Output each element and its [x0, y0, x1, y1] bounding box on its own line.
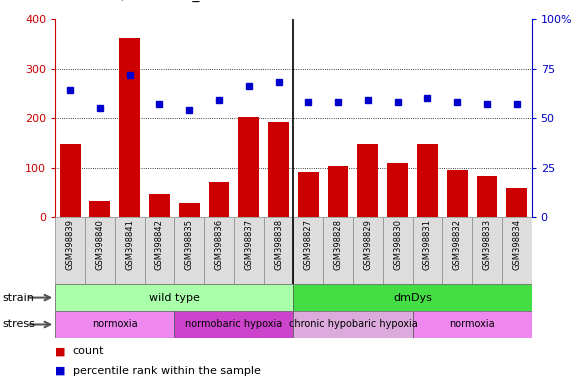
Bar [387, 162, 408, 217]
Text: normoxia: normoxia [449, 319, 495, 329]
Bar [55, 311, 174, 338]
Text: normoxia: normoxia [92, 319, 138, 329]
Text: GSM398834: GSM398834 [512, 219, 521, 270]
Text: GSM398838: GSM398838 [274, 219, 283, 270]
Bar [264, 217, 293, 284]
Text: GSM398835: GSM398835 [185, 219, 193, 270]
Bar [85, 217, 115, 284]
Text: GSM398840: GSM398840 [95, 219, 105, 270]
Bar [179, 203, 200, 217]
Text: count: count [73, 346, 104, 356]
Bar [174, 311, 293, 338]
Bar [204, 217, 234, 284]
Text: percentile rank within the sample: percentile rank within the sample [73, 366, 260, 376]
Bar [60, 144, 81, 217]
Bar [413, 217, 442, 284]
Bar [298, 172, 319, 217]
Bar [145, 217, 174, 284]
Text: GSM398828: GSM398828 [333, 219, 343, 270]
Text: GSM398832: GSM398832 [453, 219, 462, 270]
Bar [328, 166, 349, 217]
Text: GSM398827: GSM398827 [304, 219, 313, 270]
Text: ■: ■ [55, 346, 66, 356]
Bar [55, 217, 85, 284]
Text: GSM398836: GSM398836 [214, 219, 224, 270]
Bar [323, 217, 353, 284]
Bar [417, 144, 438, 217]
Bar [119, 38, 140, 217]
Text: GSM398842: GSM398842 [155, 219, 164, 270]
Text: ■: ■ [55, 366, 66, 376]
Bar [238, 117, 259, 217]
Bar [115, 217, 145, 284]
Text: chronic hypobaric hypoxia: chronic hypobaric hypoxia [289, 319, 417, 329]
Text: GSM398839: GSM398839 [66, 219, 74, 270]
Text: stress: stress [3, 319, 36, 329]
Text: GDS4201 / 1633410_at: GDS4201 / 1633410_at [52, 0, 214, 2]
Text: dmDys: dmDys [393, 293, 432, 303]
Bar [502, 217, 532, 284]
Bar [506, 188, 527, 217]
Text: wild type: wild type [149, 293, 200, 303]
Bar [442, 217, 472, 284]
Bar [413, 311, 532, 338]
Text: GSM398830: GSM398830 [393, 219, 402, 270]
Bar [383, 217, 413, 284]
Text: GSM398837: GSM398837 [244, 219, 253, 270]
Bar [55, 284, 293, 311]
Text: GSM398831: GSM398831 [423, 219, 432, 270]
Bar [353, 217, 383, 284]
Bar [293, 284, 532, 311]
Bar [234, 217, 264, 284]
Bar [472, 217, 502, 284]
Bar [149, 194, 170, 217]
Bar [174, 217, 204, 284]
Bar [293, 311, 413, 338]
Text: strain: strain [3, 293, 35, 303]
Text: GSM398833: GSM398833 [482, 219, 492, 270]
Text: normobaric hypoxia: normobaric hypoxia [185, 319, 282, 329]
Bar [268, 122, 289, 217]
Text: GSM398841: GSM398841 [125, 219, 134, 270]
Bar [89, 201, 110, 217]
Bar [476, 176, 497, 217]
Text: GSM398829: GSM398829 [363, 219, 372, 270]
Bar [357, 144, 378, 217]
Bar [447, 170, 468, 217]
Bar [209, 182, 229, 217]
Bar [293, 217, 323, 284]
